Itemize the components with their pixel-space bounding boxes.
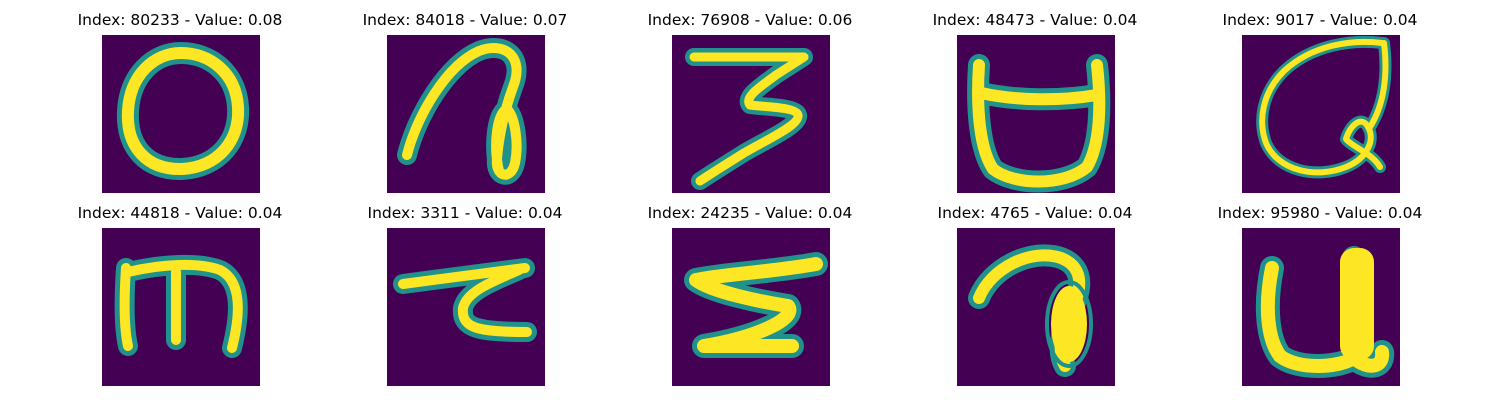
panel-title: Index: 84018 - Value: 0.07 (362, 11, 568, 29)
panel-10: Index: 95980 - Value: 0.04 (1170, 193, 1470, 386)
panel-title: Index: 9017 - Value: 0.04 (1222, 11, 1418, 29)
panel-title: Index: 76908 - Value: 0.06 (647, 11, 853, 29)
panel-5: Index: 9017 - Value: 0.04 (1170, 0, 1470, 193)
panel-4: Index: 48473 - Value: 0.04 (885, 0, 1185, 193)
panel-title: Index: 80233 - Value: 0.08 (77, 11, 283, 29)
panel-9: Index: 4765 - Value: 0.04 (885, 193, 1185, 386)
digit-image (102, 35, 260, 193)
panel-title: Index: 3311 - Value: 0.04 (367, 204, 563, 222)
panel-3: Index: 76908 - Value: 0.06 (600, 0, 900, 193)
panel-6: Index: 44818 - Value: 0.04 (30, 193, 330, 386)
digit-image (387, 35, 545, 193)
panel-7: Index: 3311 - Value: 0.04 (315, 193, 615, 386)
digit-image (672, 228, 830, 386)
digit-image (1242, 228, 1400, 386)
panel-title: Index: 4765 - Value: 0.04 (937, 204, 1133, 222)
panel-title: Index: 48473 - Value: 0.04 (932, 11, 1138, 29)
digit-image (387, 228, 545, 386)
panel-title: Index: 44818 - Value: 0.04 (77, 204, 283, 222)
panel-1: Index: 80233 - Value: 0.08 (30, 0, 330, 193)
panel-title: Index: 24235 - Value: 0.04 (647, 204, 853, 222)
panel-8: Index: 24235 - Value: 0.04 (600, 193, 900, 386)
panel-2: Index: 84018 - Value: 0.07 (315, 0, 615, 193)
digit-image (957, 228, 1115, 386)
digit-image (672, 35, 830, 193)
digit-image (1242, 35, 1400, 193)
panel-title: Index: 95980 - Value: 0.04 (1217, 204, 1423, 222)
digit-image (102, 228, 260, 386)
digit-image (957, 35, 1115, 193)
